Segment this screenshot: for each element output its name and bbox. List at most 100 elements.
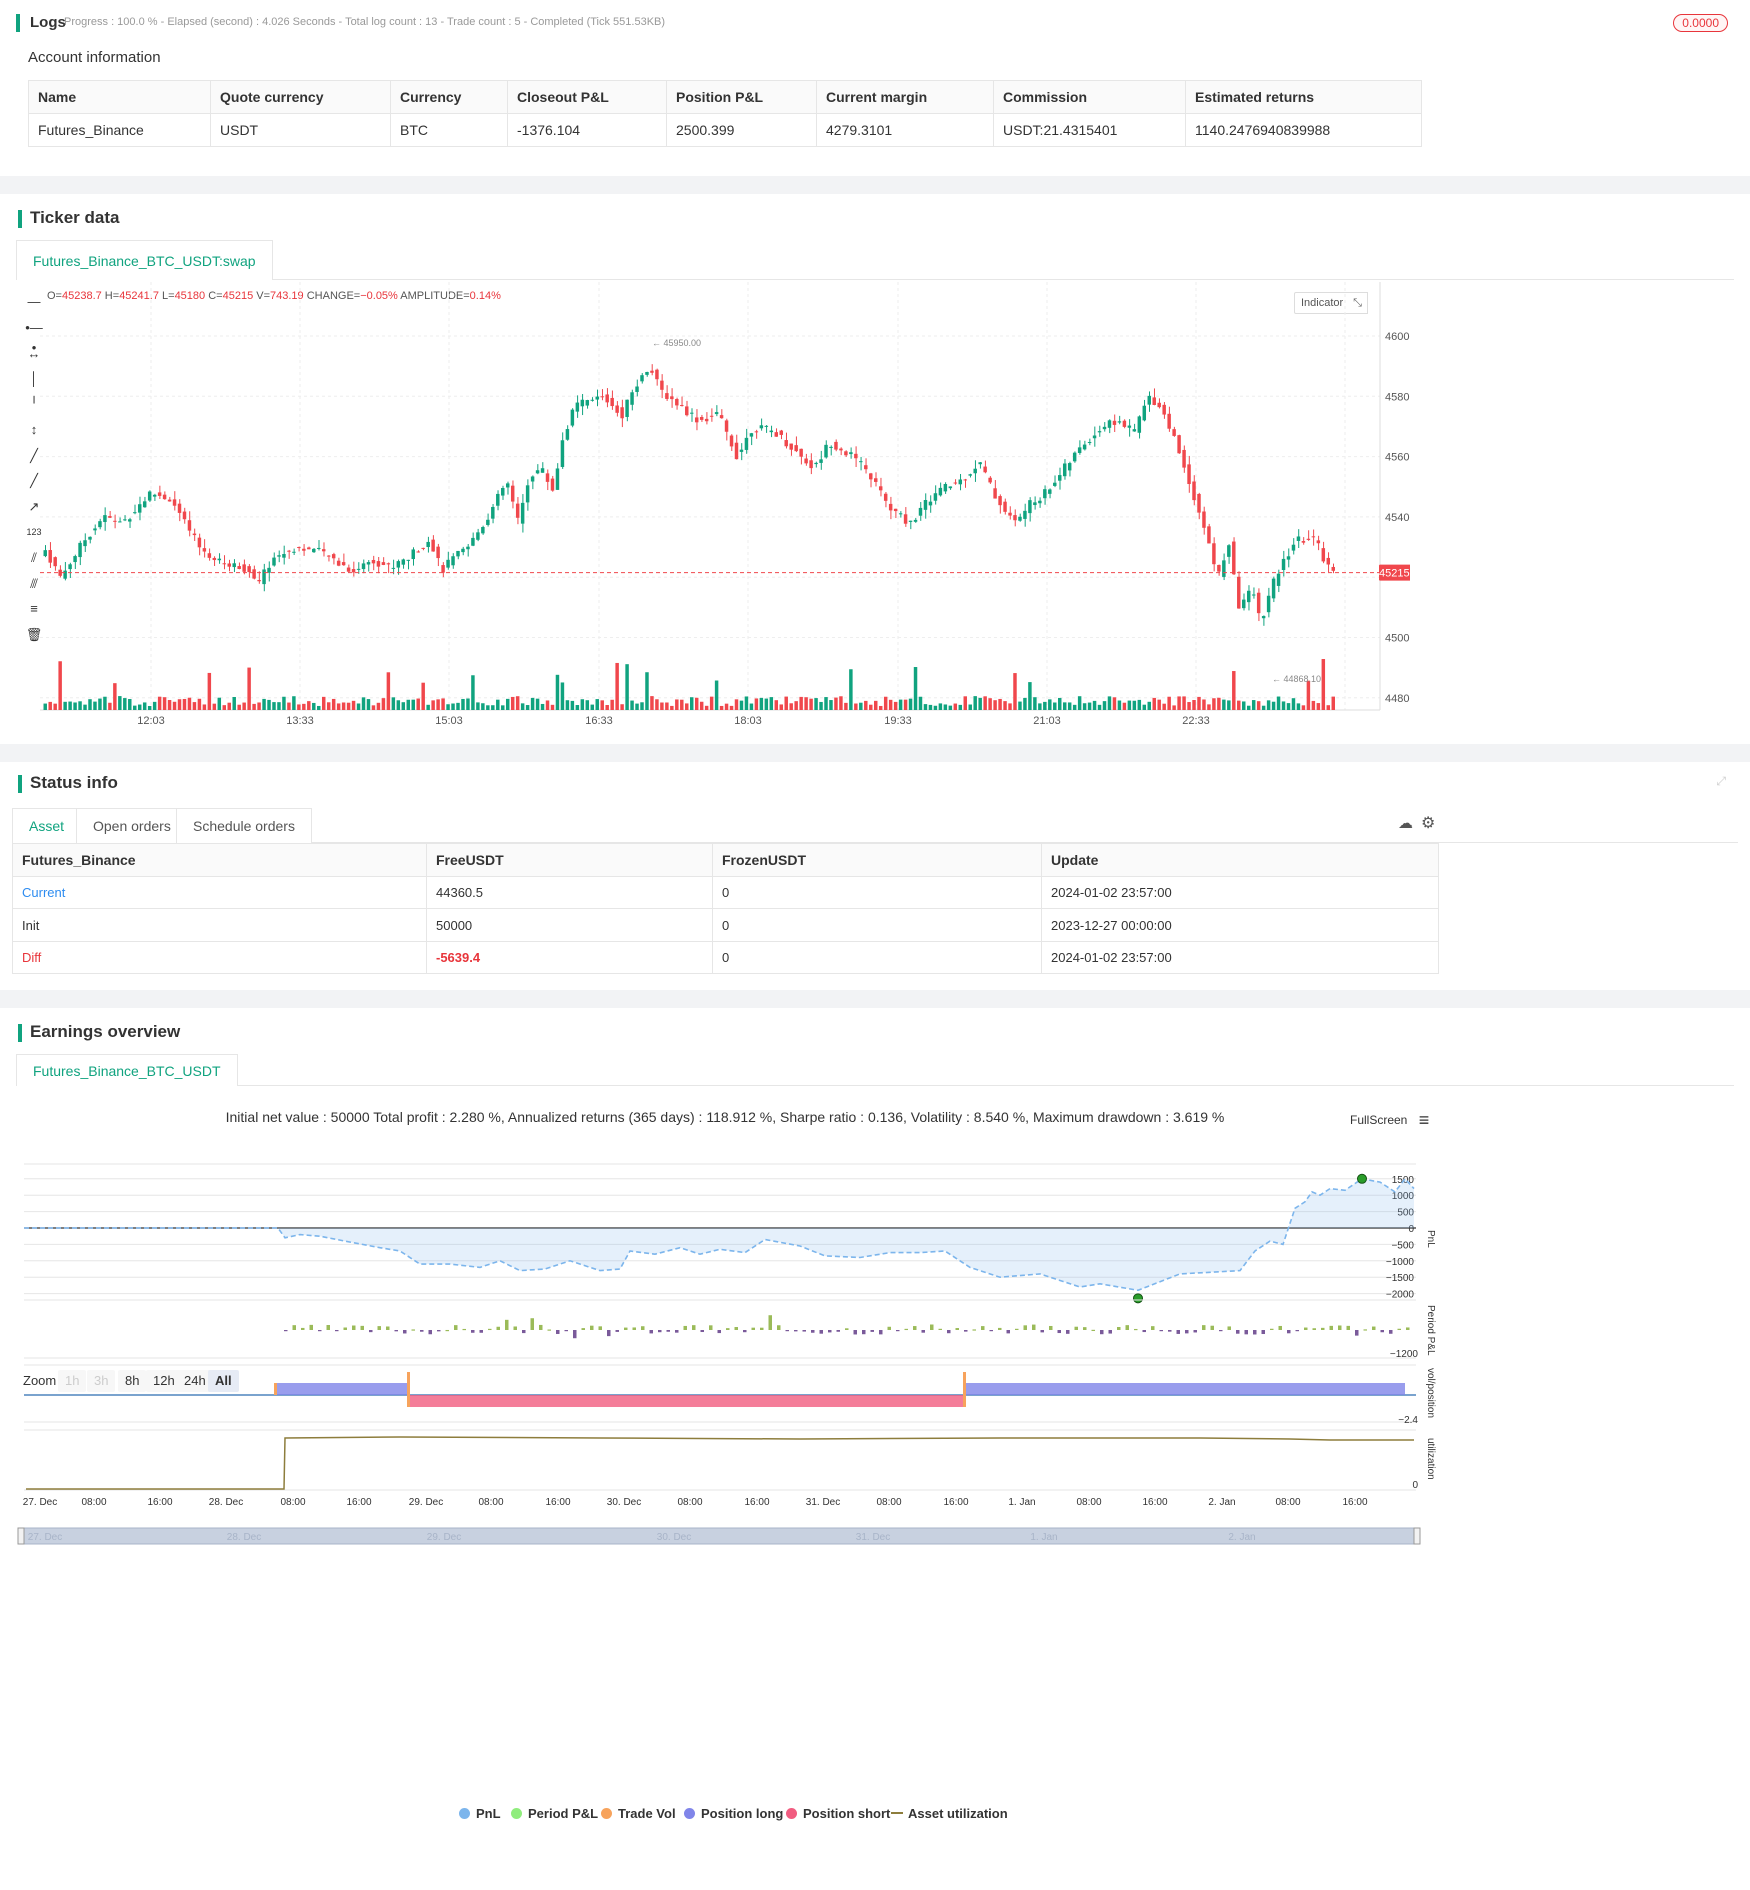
- candle-body: [690, 412, 694, 414]
- menu-icon: ≡: [1418, 1110, 1430, 1130]
- volume-bar: [326, 702, 331, 710]
- segment-line-icon[interactable]: ╱: [30, 473, 38, 488]
- candle-body: [73, 556, 77, 563]
- horizontal-segment-icon[interactable]: •—•: [25, 320, 43, 355]
- volume-bar: [108, 702, 112, 710]
- cloud-download-icon[interactable]: ☁: [1398, 815, 1413, 832]
- zoom-all-button[interactable]: All: [208, 1370, 239, 1392]
- period-bar: [751, 1327, 755, 1330]
- tab-asset[interactable]: Asset: [12, 808, 82, 843]
- volume-bar: [814, 698, 818, 710]
- earnings-summary: Initial net value : 50000 Total profit :…: [225, 1109, 1225, 1125]
- candle-body: [1281, 558, 1286, 570]
- straight-line-icon[interactable]: ↗: [28, 499, 40, 514]
- earnings-section: Earnings overview Futures_Binance_BTC_US…: [0, 1008, 1750, 1890]
- candle-body: [222, 563, 227, 565]
- volume-bar: [436, 699, 440, 710]
- candle-body: [729, 435, 734, 447]
- legend-period-pnl[interactable]: Period P&L: [511, 1806, 598, 1821]
- candle-body: [620, 407, 624, 419]
- asset-header: FreeUSDT: [426, 843, 713, 877]
- candle-body: [585, 400, 590, 406]
- volume-bar: [1316, 703, 1321, 710]
- volume-bar: [1072, 704, 1077, 710]
- volume-bar: [471, 675, 475, 710]
- tab-schedule-orders[interactable]: Schedule orders: [176, 808, 312, 843]
- zoom-8h-button[interactable]: 8h: [118, 1370, 147, 1392]
- fibonacci-icon[interactable]: ⫻: [30, 576, 38, 591]
- volume-bar: [1053, 702, 1057, 710]
- tab-open-orders[interactable]: Open orders: [76, 808, 188, 843]
- period-bar: [1227, 1326, 1231, 1330]
- account-header: Current margin: [816, 80, 994, 114]
- position-long-bar: [965, 1383, 1405, 1395]
- ticker-tab[interactable]: Futures_Binance_BTC_USDT:swap: [16, 240, 273, 280]
- candle-body: [650, 370, 654, 373]
- account-cell: USDT:21.4315401: [993, 113, 1186, 147]
- zoom-3h-button[interactable]: 3h: [87, 1370, 116, 1392]
- candle-body: [854, 453, 858, 459]
- volume-bar: [759, 697, 764, 710]
- candle-body: [575, 402, 580, 412]
- fullscreen-button[interactable]: FullScreen ≡: [1350, 1110, 1429, 1131]
- period-bar: [1049, 1325, 1053, 1330]
- period-bar: [454, 1325, 458, 1330]
- legend-pnl[interactable]: PnL: [459, 1806, 501, 1821]
- period-bar: [556, 1330, 560, 1334]
- candle-body: [396, 561, 401, 568]
- horizontal-line-icon[interactable]: ↔: [27, 346, 41, 361]
- horizontal-ray-icon[interactable]: —: [27, 294, 41, 309]
- volume-bar: [605, 705, 609, 710]
- volume-bar: [615, 662, 619, 710]
- period-bar: [301, 1327, 305, 1330]
- account-cell: USDT: [210, 113, 391, 147]
- legend-position-short[interactable]: Position short: [786, 1806, 890, 1821]
- candle-body: [864, 465, 868, 470]
- period-bar: [794, 1330, 798, 1332]
- open-value: 45238.7: [61, 290, 102, 302]
- trade-vol-bar: [407, 1372, 410, 1407]
- volume-bar: [1331, 696, 1335, 710]
- period-bar: [870, 1330, 874, 1332]
- candle-body: [908, 520, 913, 522]
- period-bar: [522, 1330, 526, 1334]
- volume-bar: [162, 697, 167, 710]
- volume-bar: [1251, 700, 1256, 710]
- vertical-ray-icon[interactable]: │: [29, 371, 39, 386]
- period-bar: [420, 1330, 424, 1332]
- candle-body: [466, 546, 470, 550]
- vertical-line-icon[interactable]: ↕: [30, 422, 38, 437]
- legend-asset-utilization[interactable]: Asset utilization: [891, 1806, 1008, 1821]
- candle-body: [948, 486, 953, 489]
- legend-position-long[interactable]: Position long: [684, 1806, 783, 1821]
- volume-bar: [252, 703, 256, 710]
- zoom-12h-button[interactable]: 12h: [146, 1370, 182, 1392]
- period-bar: [437, 1330, 441, 1332]
- zoom-24h-button[interactable]: 24h: [177, 1370, 213, 1392]
- volume-bar: [1192, 699, 1196, 710]
- candle-body: [88, 536, 92, 540]
- channel-icon[interactable]: ≡: [30, 601, 38, 616]
- price-line-icon[interactable]: 123: [26, 527, 42, 537]
- collapse-icon[interactable]: ⤢: [1716, 774, 1726, 788]
- trash-icon[interactable]: 🗑: [25, 627, 43, 642]
- volume-bar: [1187, 702, 1191, 710]
- vertical-segment-icon[interactable]: ╵: [30, 396, 38, 411]
- navigator-handle-right: [1413, 1527, 1421, 1545]
- expand-icon[interactable]: ⤡: [1348, 292, 1368, 314]
- candle-body: [1242, 599, 1246, 609]
- parallel-lines-icon[interactable]: ⫽: [31, 550, 37, 565]
- candle-body: [675, 398, 679, 406]
- volume-bar: [779, 704, 783, 710]
- candle-body: [1102, 426, 1107, 430]
- pnl-axis-title: PnL: [1425, 1230, 1436, 1248]
- indicator-button[interactable]: Indicator: [1294, 292, 1351, 314]
- legend-trade-vol[interactable]: Trade Vol: [601, 1806, 676, 1821]
- earnings-tab[interactable]: Futures_Binance_BTC_USDT: [16, 1054, 238, 1086]
- zoom-1h-button[interactable]: 1h: [58, 1370, 87, 1392]
- gear-icon[interactable]: ⚙: [1421, 815, 1436, 832]
- pnl-axis-label: −500: [1391, 1240, 1414, 1251]
- volume-bar: [893, 701, 898, 710]
- volume-bar: [446, 704, 450, 710]
- ray-line-icon[interactable]: ╱: [30, 448, 38, 463]
